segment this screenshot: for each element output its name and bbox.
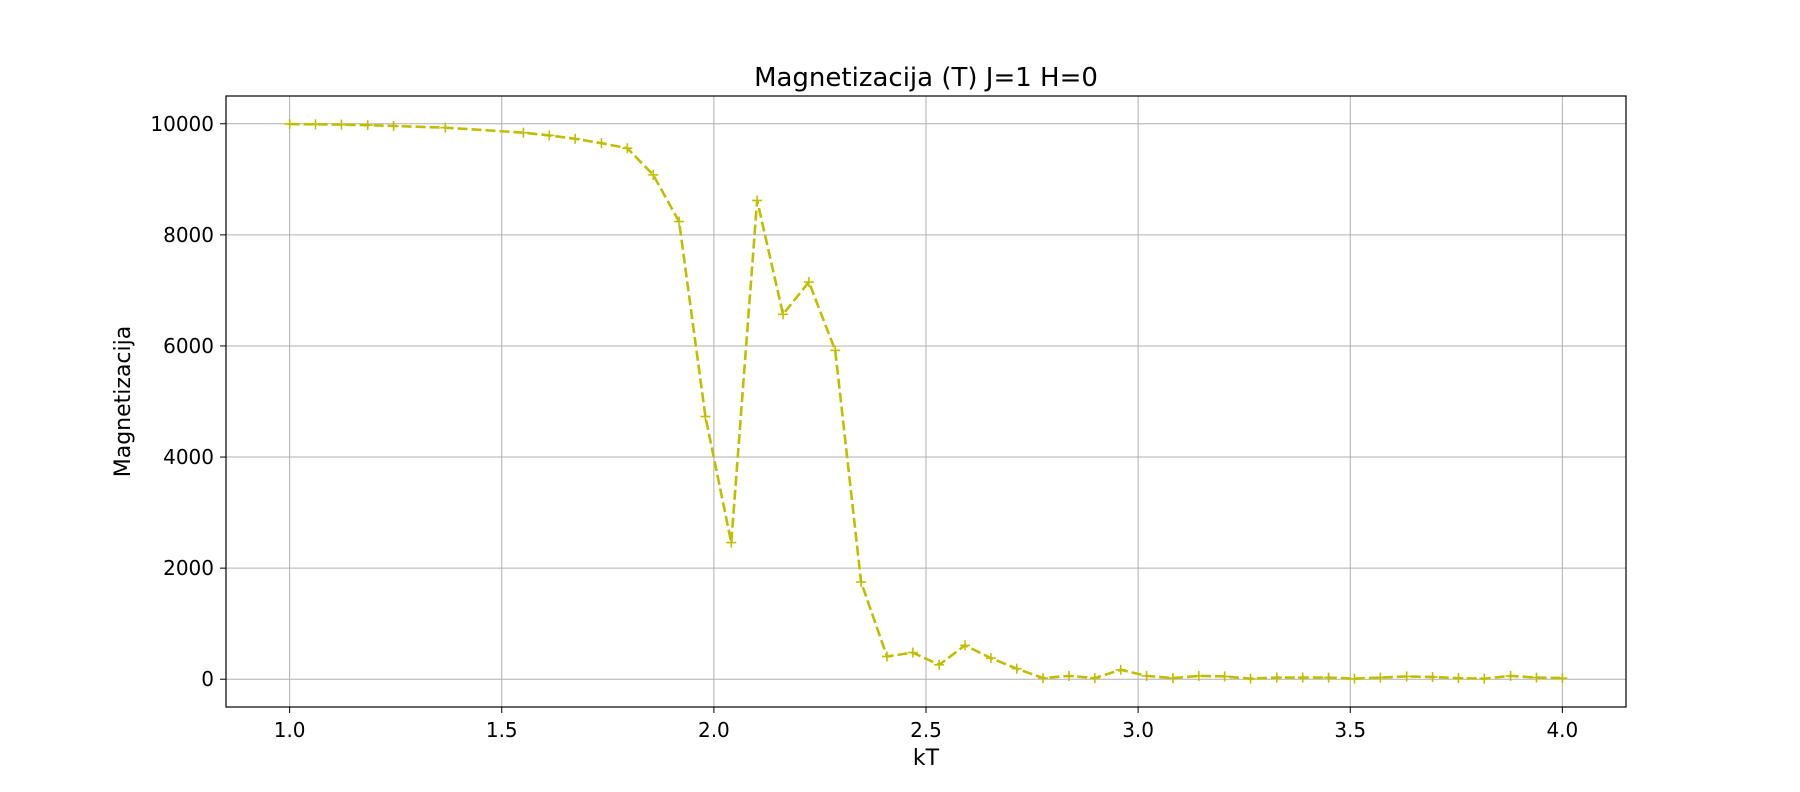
data-point — [1453, 673, 1464, 684]
data-point — [778, 309, 789, 320]
data-point — [1531, 672, 1542, 683]
data-point — [674, 216, 685, 227]
y-tick-label: 0 — [201, 667, 214, 691]
data-point — [1011, 663, 1022, 674]
data-point — [856, 577, 867, 588]
x-tick-label: 3.5 — [1334, 718, 1366, 742]
data-point — [622, 143, 633, 154]
data-point — [1245, 673, 1256, 684]
data-point — [1038, 673, 1049, 684]
grid — [226, 96, 1626, 707]
data-point — [570, 133, 581, 144]
y-tick-label: 8000 — [163, 223, 214, 247]
x-tick-label: 1.5 — [486, 718, 518, 742]
x-tick-label: 3.0 — [1122, 718, 1154, 742]
series-layer — [284, 119, 1568, 684]
x-tick-label: 4.0 — [1546, 718, 1578, 742]
data-point — [1063, 670, 1074, 681]
ticks: 1.0 1.5 2.0 2.5 3.0 3.5 4.0 0 2000 4000 6000 8000 10… — [150, 112, 1578, 742]
data-point — [803, 277, 814, 288]
data-point — [700, 411, 711, 422]
y-axis-title: Magnetizacija — [111, 326, 136, 477]
data-point — [934, 659, 945, 670]
data-point — [1479, 673, 1490, 684]
y-tick-label: 2000 — [163, 556, 214, 580]
data-point — [1375, 672, 1386, 683]
data-point — [440, 122, 451, 133]
data-point — [518, 127, 529, 138]
y-tick-label: 10000 — [150, 112, 214, 136]
data-point — [985, 653, 996, 664]
data-point — [596, 138, 607, 149]
data-point — [1193, 670, 1204, 681]
data-point — [881, 651, 892, 662]
data-point — [726, 537, 737, 548]
y-tick-label: 6000 — [163, 334, 214, 358]
x-tick-label: 1.0 — [274, 718, 306, 742]
data-point — [907, 647, 918, 658]
data-point — [960, 640, 971, 651]
data-point — [830, 345, 841, 356]
data-point — [1115, 664, 1126, 675]
data-point — [1271, 672, 1282, 683]
data-point — [284, 119, 295, 130]
data-point — [1401, 671, 1412, 682]
data-point — [1141, 670, 1152, 681]
data-point — [1323, 672, 1334, 683]
chart-title: Magnetizacija (T) J=1 H=0 — [754, 63, 1098, 93]
data-point — [388, 120, 399, 131]
x-tick-label: 2.5 — [910, 718, 942, 742]
data-point — [544, 130, 555, 141]
x-tick-label: 2.0 — [698, 718, 730, 742]
data-point — [1427, 672, 1438, 683]
data-point — [752, 195, 763, 206]
data-point — [1089, 673, 1100, 684]
data-point — [648, 169, 659, 180]
data-point — [362, 120, 373, 131]
data-point — [1505, 670, 1516, 681]
y-tick-label: 4000 — [163, 445, 214, 469]
data-point — [1167, 673, 1178, 684]
data-point — [1557, 673, 1568, 684]
data-point — [1297, 672, 1308, 683]
data-point — [310, 119, 321, 130]
x-axis-title: kT — [913, 746, 940, 771]
data-point — [336, 119, 347, 130]
data-point — [1219, 671, 1230, 682]
data-point — [1349, 673, 1360, 684]
